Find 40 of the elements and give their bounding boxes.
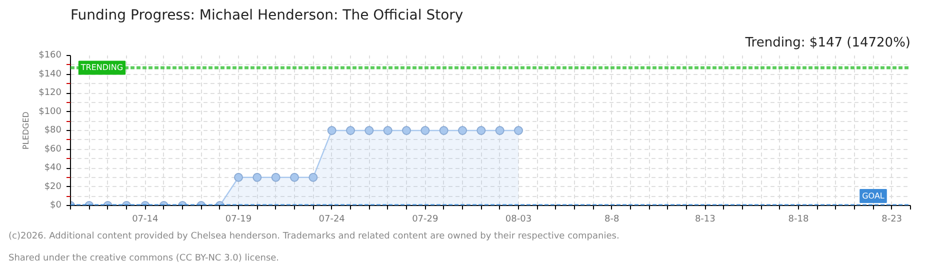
y-tick-label: $40	[44, 163, 62, 173]
point	[364, 126, 374, 135]
ref-line-label: GOAL	[862, 192, 885, 200]
x-tick-label: 07-14	[132, 214, 159, 224]
y-tick-label: $140	[38, 69, 62, 80]
point	[383, 126, 392, 135]
text: Shared under the creative commons (CC BY-NC 3.0) license.	[8, 254, 280, 264]
x-tick-label: 8-18	[788, 214, 809, 224]
text: Trending: $147 (14720%)	[744, 36, 911, 50]
ref-line-label: TRENDING	[80, 63, 124, 72]
x-tick-label: 8-13	[694, 214, 716, 224]
point	[476, 126, 486, 135]
x-tick-label: 07-19	[225, 214, 252, 224]
x-tick-label: 08-03	[505, 214, 532, 224]
point	[346, 126, 355, 135]
point	[439, 126, 448, 135]
y-tick-label: $120	[38, 88, 62, 98]
y-axis-title: PLEDGED	[22, 112, 31, 150]
y-tick-label: $60	[44, 144, 62, 154]
y-tick-label: $80	[44, 126, 62, 136]
y-tick-label: $160	[38, 50, 62, 60]
point	[271, 172, 280, 182]
x-tick-label: 07-29	[412, 214, 439, 224]
point	[234, 172, 243, 182]
point	[290, 172, 299, 182]
point	[514, 126, 523, 135]
chart-title: Funding Progress: Michael Henderson: The Official Story	[70, 8, 464, 24]
point	[495, 126, 504, 135]
point	[308, 172, 318, 182]
x-tick-label: 8-23	[882, 214, 902, 224]
y-tick-label: $0	[50, 200, 62, 210]
point	[327, 126, 336, 135]
text: (c)2026. Additional content provided by Chelsea henderson. Trademarks and related content are owned by their respective companies.	[8, 232, 620, 242]
point	[458, 126, 467, 135]
x-tick-label: 07-24	[318, 214, 346, 224]
x-tick-label: 8-8	[604, 214, 620, 224]
y-tick-label: $100	[38, 106, 62, 117]
point	[420, 126, 430, 135]
y-tick-label: $20	[44, 182, 62, 192]
point	[402, 126, 411, 135]
